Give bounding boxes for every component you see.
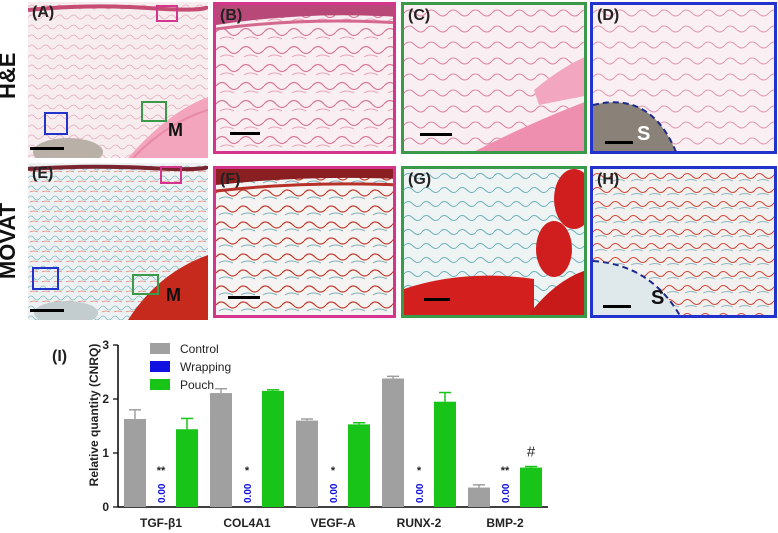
bar-pouch xyxy=(262,390,284,507)
bar-pouch xyxy=(176,429,198,507)
value-label: 0.00 xyxy=(157,483,168,503)
he-epidermis-image xyxy=(216,5,393,151)
significance-mark: * xyxy=(417,465,422,477)
scale-bar-h xyxy=(603,305,631,308)
panel-label-e: (E) xyxy=(32,165,54,182)
micrograph-panel-f: (F) xyxy=(213,166,396,318)
panel-label-h: (H) xyxy=(597,171,620,188)
panel-label-a: (A) xyxy=(32,4,55,21)
panel-label-f: (F) xyxy=(220,171,241,188)
scale-bar-a xyxy=(30,147,64,150)
row-label-he: H&E xyxy=(0,52,20,99)
scaffold-label-h: S xyxy=(651,287,665,309)
value-label: 0.00 xyxy=(501,483,512,503)
y-tick-label: 1 xyxy=(102,446,109,460)
bar-pouch xyxy=(520,467,542,507)
y-axis-label: Relative quantity (CNRQ) xyxy=(87,344,101,487)
scaffold-label-d: S xyxy=(637,123,651,145)
movat-muscle-border-image xyxy=(404,169,584,315)
bar-pouch xyxy=(348,424,370,507)
movat-scaffold-image xyxy=(593,169,774,315)
he-overview-image xyxy=(28,2,208,158)
scale-bar-e xyxy=(30,309,64,312)
scale-bar-b xyxy=(230,132,260,135)
movat-epidermis-image xyxy=(216,169,393,315)
legend-label-wrapping: Wrapping xyxy=(180,360,231,374)
scale-bar-c xyxy=(420,133,452,136)
bar-control xyxy=(210,393,232,507)
inset-box-pink xyxy=(160,166,182,184)
micrograph-panel-e: (E) M xyxy=(28,163,208,320)
micrograph-panel-d: (D) S xyxy=(590,2,777,154)
x-tick-label: VEGF-A xyxy=(310,516,356,530)
legend-label-pouch: Pouch xyxy=(180,378,214,392)
value-label: 0.00 xyxy=(243,483,254,503)
legend-swatch-control xyxy=(150,343,170,354)
panel-label-g: (G) xyxy=(408,171,432,188)
significance-mark: * xyxy=(245,465,250,477)
bar-control xyxy=(468,487,490,507)
panel-label-c: (C) xyxy=(408,7,431,24)
y-tick-label: 2 xyxy=(102,392,109,406)
y-tick-label: 0 xyxy=(102,500,109,514)
micrograph-panel-g: (G) xyxy=(401,166,587,318)
scale-bar-d xyxy=(605,141,633,144)
legend-label-control: Control xyxy=(180,342,219,356)
scale-bar-f xyxy=(228,296,260,299)
micrograph-panel-h: (H) S xyxy=(590,166,777,318)
bar-control xyxy=(124,418,146,507)
micrograph-panel-a: (A) M xyxy=(28,2,208,158)
legend-swatch-wrapping xyxy=(150,361,170,372)
x-tick-label: RUNX-2 xyxy=(397,516,442,530)
significance-mark: ** xyxy=(501,465,510,477)
x-tick-label: TGF-β1 xyxy=(140,516,182,530)
significance-mark: ** xyxy=(157,465,166,477)
x-tick-label: BMP-2 xyxy=(486,516,524,530)
legend-swatch-pouch xyxy=(150,379,170,390)
row-label-movat: MOVAT xyxy=(0,202,20,280)
hash-mark: # xyxy=(527,444,536,461)
bar-pouch xyxy=(434,401,456,507)
micrograph-panel-b: (B) xyxy=(213,2,396,154)
he-muscle-border-image xyxy=(404,5,584,151)
y-tick-label: 3 xyxy=(102,338,109,352)
inset-box-blue xyxy=(32,267,59,290)
movat-overview-image xyxy=(28,163,208,320)
inset-box-green xyxy=(132,274,159,295)
panel-label-d: (D) xyxy=(597,7,620,24)
muscle-label-e: M xyxy=(166,285,181,305)
x-tick-label: COL4A1 xyxy=(223,516,271,530)
bar-control xyxy=(296,420,318,507)
he-scaffold-image xyxy=(593,5,774,151)
value-label: 0.00 xyxy=(415,483,426,503)
inset-box-green xyxy=(141,101,167,122)
significance-mark: * xyxy=(331,465,336,477)
micrograph-panel-c: (C) xyxy=(401,2,587,154)
bar-control xyxy=(382,378,404,507)
inset-box-blue xyxy=(44,112,68,135)
panel-label-i: (I) xyxy=(52,348,67,365)
gene-expression-bar-chart: (I) Relative quantity (CNRQ) 01230.00**T… xyxy=(52,338,548,530)
inset-box-pink xyxy=(156,5,178,22)
scale-bar-g xyxy=(424,298,450,301)
muscle-label-a: M xyxy=(168,120,183,140)
panel-label-b: (B) xyxy=(220,7,243,24)
value-label: 0.00 xyxy=(329,483,340,503)
